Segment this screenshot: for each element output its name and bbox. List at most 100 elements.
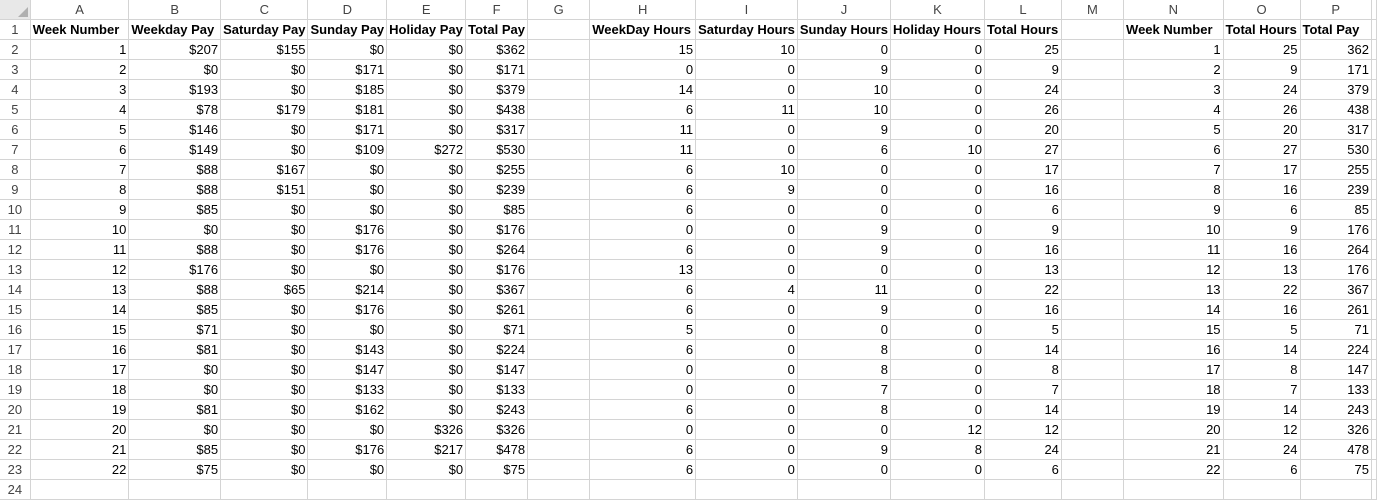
data-cell[interactable]: 11 [797, 279, 892, 300]
data-cell[interactable]: $0 [220, 139, 309, 160]
data-cell[interactable]: 6 [984, 199, 1062, 220]
data-cell[interactable]: $214 [307, 279, 388, 300]
empty-cell[interactable] [1371, 359, 1377, 380]
data-cell[interactable]: 12 [30, 259, 130, 280]
data-cell[interactable]: $75 [465, 459, 529, 480]
data-cell[interactable]: $0 [220, 239, 309, 260]
data-cell[interactable]: 6 [589, 239, 697, 260]
data-cell[interactable]: 317 [1300, 119, 1372, 140]
data-cell[interactable]: 4 [1123, 99, 1224, 120]
data-cell[interactable]: 20 [984, 119, 1062, 140]
column-header-g[interactable]: G [527, 0, 591, 20]
data-cell[interactable]: 26 [984, 99, 1062, 120]
data-cell[interactable]: 25 [1223, 39, 1301, 60]
data-cell[interactable]: 9 [797, 299, 892, 320]
data-cell[interactable]: $261 [465, 299, 529, 320]
empty-cell[interactable] [527, 19, 591, 40]
empty-cell[interactable] [527, 59, 591, 80]
data-cell[interactable]: 4 [695, 279, 798, 300]
data-cell[interactable]: 6 [1223, 199, 1301, 220]
data-cell[interactable]: 147 [1300, 359, 1372, 380]
data-cell[interactable]: $147 [307, 359, 388, 380]
data-cell[interactable]: $0 [307, 179, 388, 200]
data-cell[interactable]: 9 [984, 219, 1062, 240]
data-cell[interactable]: 367 [1300, 279, 1372, 300]
data-cell[interactable]: $0 [386, 159, 467, 180]
empty-cell[interactable] [1061, 59, 1125, 80]
data-cell[interactable]: $78 [128, 99, 222, 120]
data-cell[interactable]: $176 [307, 439, 388, 460]
data-cell[interactable]: 16 [1223, 299, 1301, 320]
data-cell[interactable]: $147 [465, 359, 529, 380]
data-cell[interactable]: 0 [890, 259, 985, 280]
data-cell[interactable]: 18 [1123, 379, 1224, 400]
data-cell[interactable]: 14 [30, 299, 130, 320]
empty-cell[interactable] [527, 299, 591, 320]
data-cell[interactable]: $0 [386, 339, 467, 360]
data-cell[interactable]: $176 [128, 259, 222, 280]
empty-cell[interactable] [1061, 159, 1125, 180]
data-cell[interactable]: $530 [465, 139, 529, 160]
data-cell[interactable]: $0 [386, 399, 467, 420]
empty-cell[interactable] [1371, 99, 1377, 120]
data-cell[interactable]: 5 [30, 119, 130, 140]
data-cell[interactable]: 6 [589, 159, 697, 180]
data-cell[interactable]: 0 [695, 459, 798, 480]
data-cell[interactable]: $0 [307, 259, 388, 280]
empty-cell[interactable] [527, 399, 591, 420]
data-cell[interactable]: $0 [307, 39, 388, 60]
data-cell[interactable]: 10 [797, 99, 892, 120]
data-cell[interactable]: $0 [386, 179, 467, 200]
data-cell[interactable]: 438 [1300, 99, 1372, 120]
data-cell[interactable]: $0 [128, 219, 222, 240]
data-cell[interactable]: $193 [128, 79, 222, 100]
empty-cell[interactable] [527, 239, 591, 260]
data-cell[interactable]: $185 [307, 79, 388, 100]
row-header[interactable]: 12 [0, 239, 31, 260]
data-cell[interactable]: $0 [220, 319, 309, 340]
data-cell[interactable]: 26 [1223, 99, 1301, 120]
empty-cell[interactable] [1061, 459, 1125, 480]
data-cell[interactable]: 10 [695, 39, 798, 60]
data-cell[interactable]: $317 [465, 119, 529, 140]
data-cell[interactable]: 0 [695, 419, 798, 440]
empty-cell[interactable] [797, 479, 892, 500]
empty-cell[interactable] [1371, 279, 1377, 300]
data-cell[interactable]: 11 [589, 119, 697, 140]
column-header-f[interactable]: F [465, 0, 529, 20]
empty-cell[interactable] [1061, 419, 1125, 440]
data-cell[interactable]: 9 [797, 59, 892, 80]
data-cell[interactable]: 0 [589, 359, 697, 380]
data-cell[interactable]: $176 [307, 219, 388, 240]
data-cell[interactable]: 16 [1223, 179, 1301, 200]
empty-cell[interactable] [1061, 479, 1125, 500]
empty-cell[interactable] [1123, 479, 1224, 500]
data-cell[interactable]: $362 [465, 39, 529, 60]
data-cell[interactable]: 0 [890, 359, 985, 380]
data-cell[interactable]: $239 [465, 179, 529, 200]
data-cell[interactable]: $326 [386, 419, 467, 440]
empty-cell[interactable] [1371, 219, 1377, 240]
empty-cell[interactable] [527, 39, 591, 60]
data-cell[interactable]: $71 [128, 319, 222, 340]
data-cell[interactable]: $0 [386, 99, 467, 120]
data-cell[interactable]: $478 [465, 439, 529, 460]
data-cell[interactable]: 0 [695, 219, 798, 240]
data-cell[interactable]: $0 [220, 359, 309, 380]
data-cell[interactable]: 13 [30, 279, 130, 300]
data-cell[interactable]: 9 [695, 179, 798, 200]
data-cell[interactable]: $0 [386, 219, 467, 240]
empty-cell[interactable] [527, 99, 591, 120]
data-cell[interactable]: 0 [890, 239, 985, 260]
data-cell[interactable]: 0 [797, 259, 892, 280]
row-header[interactable]: 2 [0, 39, 31, 60]
data-cell[interactable]: $0 [386, 379, 467, 400]
empty-cell[interactable] [307, 479, 388, 500]
data-cell[interactable]: 0 [890, 299, 985, 320]
data-cell[interactable]: 9 [984, 59, 1062, 80]
data-cell[interactable]: $0 [220, 259, 309, 280]
data-cell[interactable]: $217 [386, 439, 467, 460]
data-cell[interactable]: 0 [797, 419, 892, 440]
data-cell[interactable]: $326 [465, 419, 529, 440]
data-cell[interactable]: 22 [1123, 459, 1224, 480]
